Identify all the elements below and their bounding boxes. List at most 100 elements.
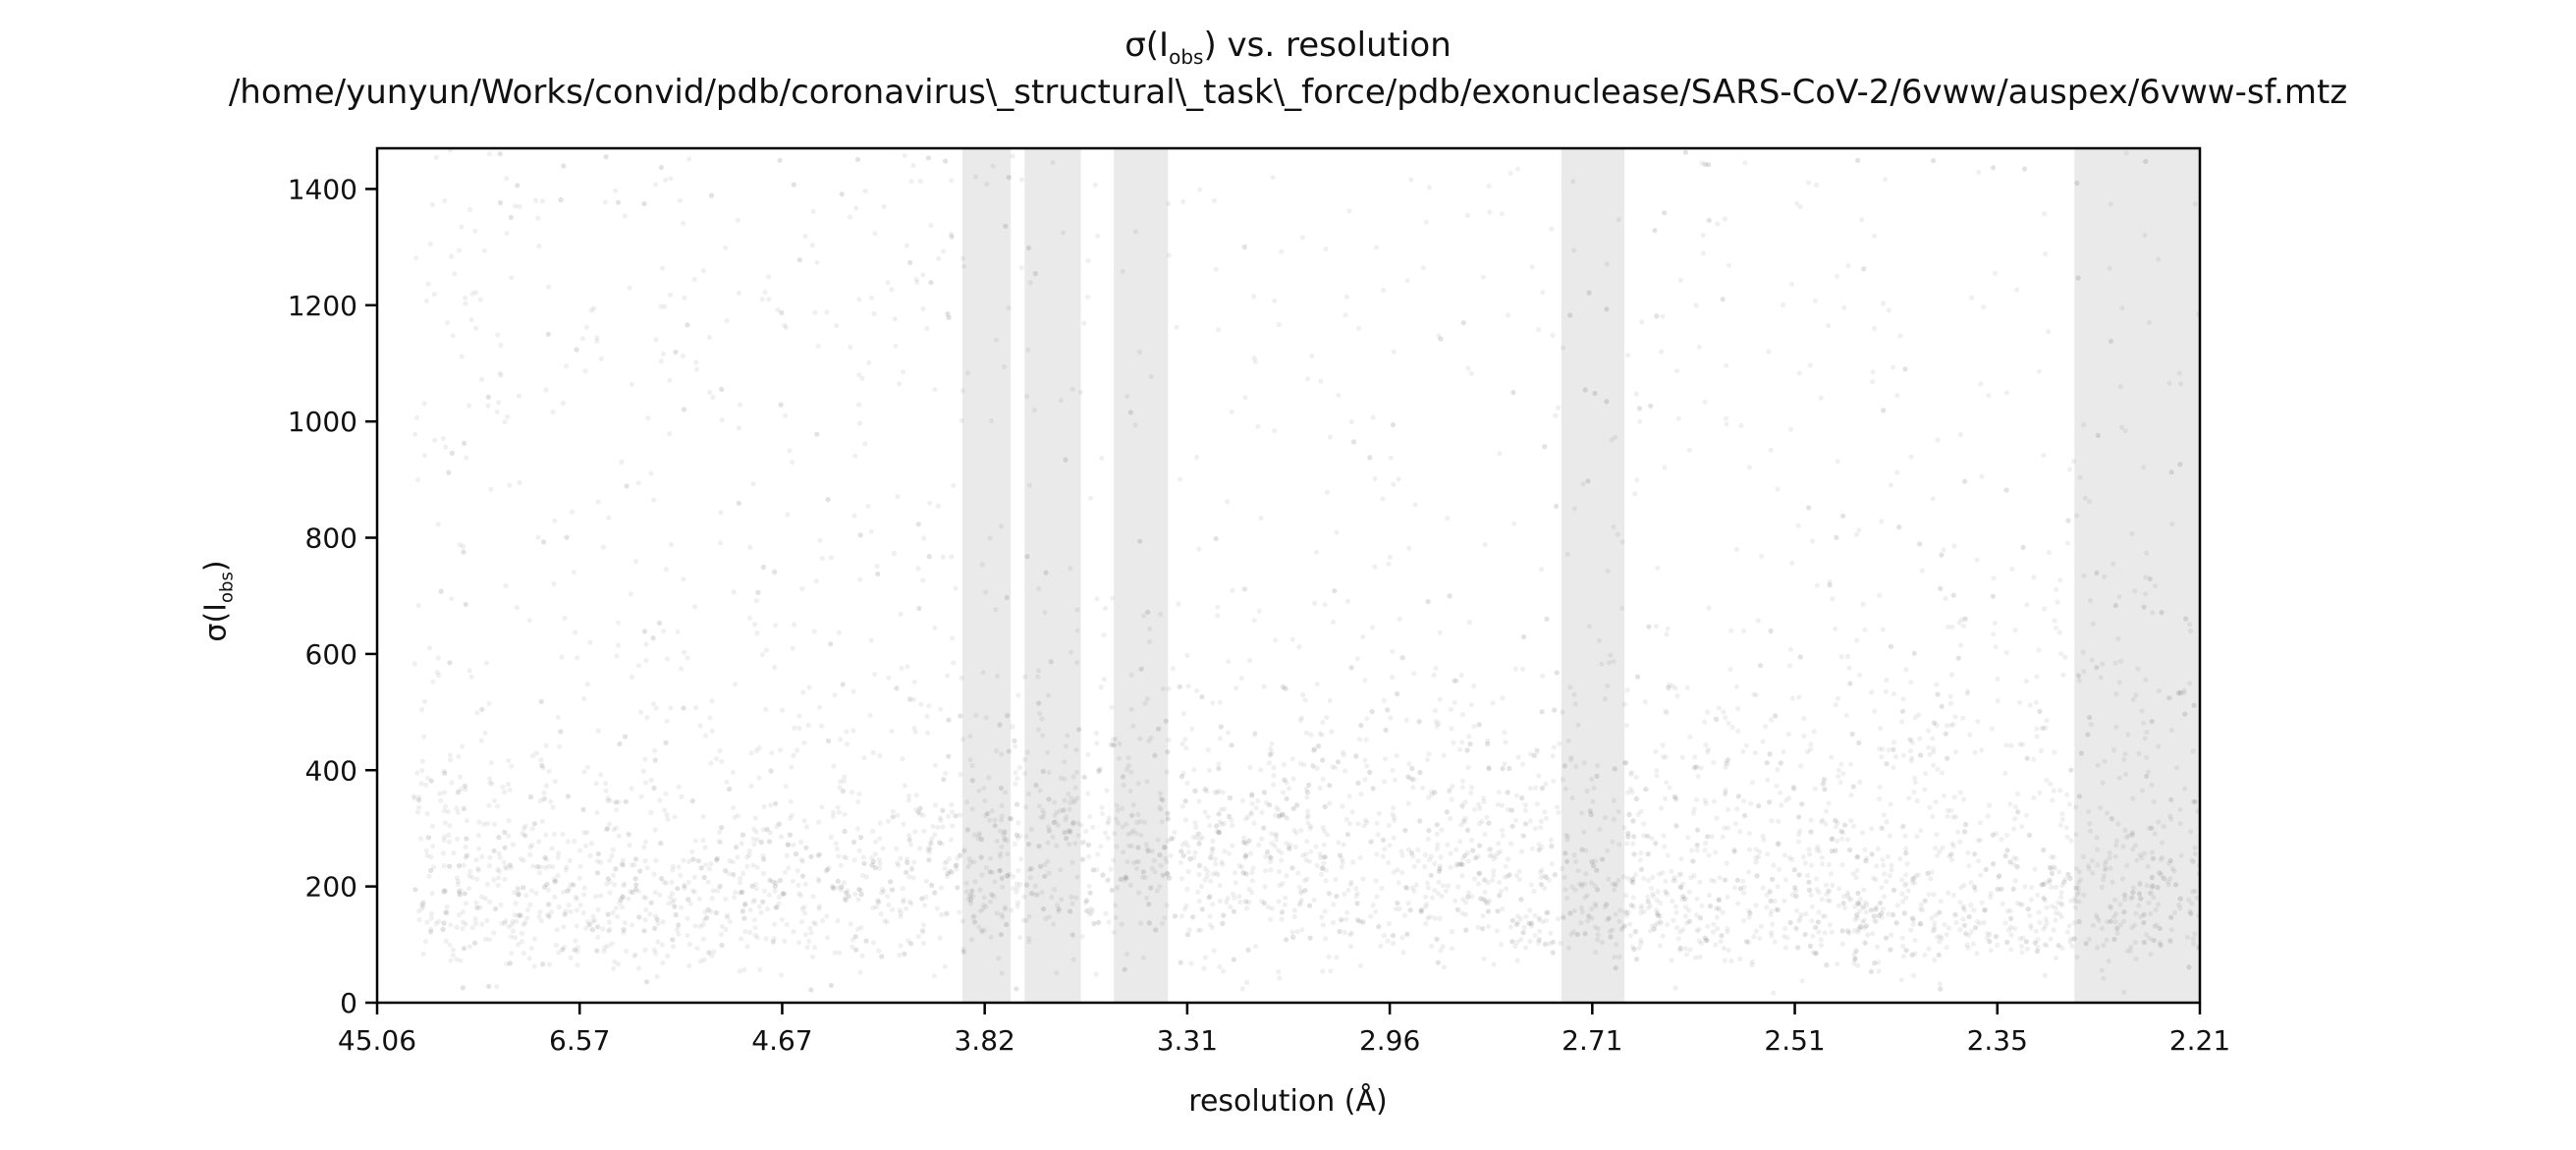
data-point [756, 775, 762, 781]
data-point [541, 790, 547, 796]
data-point [681, 705, 686, 711]
data-point [769, 750, 775, 756]
data-point [1182, 737, 1188, 742]
data-point [1829, 754, 1835, 760]
data-point [1879, 519, 1885, 524]
data-point [1137, 349, 1143, 356]
data-point [1339, 864, 1344, 870]
data-point [1028, 865, 1034, 872]
data-point [1428, 853, 1434, 859]
data-point [505, 413, 511, 419]
data-point [1468, 370, 1474, 376]
data-point [1785, 732, 1792, 738]
data-point [523, 893, 529, 899]
data-point [487, 776, 493, 782]
data-point [889, 728, 895, 735]
data-point [609, 941, 615, 947]
data-point [1692, 955, 1699, 960]
data-point [2106, 958, 2111, 964]
data-point [631, 954, 637, 959]
data-point [1879, 825, 1885, 831]
data-point [1660, 933, 1666, 939]
data-point [1062, 759, 1068, 765]
data-point [1078, 822, 1084, 828]
data-point [1137, 538, 1143, 544]
data-point [1122, 966, 1127, 972]
data-point [1300, 852, 1306, 858]
data-point [2194, 895, 2200, 901]
data-point [1210, 700, 1216, 706]
data-point [1268, 867, 1274, 873]
data-point [1462, 799, 1468, 805]
data-point [935, 503, 942, 509]
data-point [1508, 841, 1514, 847]
data-point [1595, 887, 1601, 893]
data-point [1713, 849, 1719, 855]
data-point [1160, 872, 1166, 878]
data-point [1273, 832, 1279, 838]
data-point [1279, 916, 1285, 922]
data-point [969, 762, 975, 769]
data-point [1229, 409, 1234, 414]
data-point [1672, 985, 1678, 991]
data-point [1435, 959, 1441, 965]
data-point [1002, 829, 1008, 835]
data-point [580, 695, 587, 702]
data-point [842, 811, 848, 817]
data-point [1876, 968, 1882, 974]
data-point [1302, 877, 1308, 884]
data-point [595, 850, 602, 857]
data-point [1079, 934, 1085, 940]
data-point [758, 840, 764, 846]
data-point [1544, 616, 1550, 622]
data-point [1060, 230, 1066, 236]
data-point [1459, 785, 1465, 791]
data-point [1999, 886, 2004, 892]
data-point [1637, 857, 1643, 863]
data-point [685, 322, 690, 328]
data-point [424, 852, 430, 858]
data-point [1662, 210, 1668, 216]
data-point [535, 215, 541, 221]
data-point [1013, 781, 1018, 787]
data-point [1941, 793, 1947, 798]
data-point [663, 791, 669, 796]
data-point [1936, 952, 1942, 958]
data-point [834, 322, 840, 329]
data-point [1747, 847, 1753, 852]
data-point [502, 829, 508, 836]
data-point [1185, 843, 1191, 849]
data-point [514, 918, 520, 924]
data-point [2141, 939, 2147, 946]
data-point [946, 813, 952, 820]
data-point [413, 255, 419, 261]
data-point [482, 896, 488, 902]
data-point [1144, 779, 1150, 785]
data-point [1299, 235, 1306, 241]
data-point [2071, 920, 2077, 926]
data-point [486, 802, 492, 808]
data-point [1645, 905, 1651, 911]
data-point [1686, 918, 1692, 924]
data-point [1923, 770, 1929, 777]
data-point [1183, 745, 1189, 751]
data-point [1682, 896, 1688, 903]
data-point [1422, 863, 1428, 870]
data-point [993, 337, 1000, 343]
data-point [1133, 858, 1140, 865]
data-point [746, 615, 753, 621]
data-point [2148, 910, 2154, 917]
data-point [1096, 768, 1102, 775]
data-point [1672, 904, 1678, 909]
data-point [531, 963, 537, 969]
data-point [1774, 783, 1780, 789]
data-point [1996, 874, 2001, 881]
shaded-bands [962, 148, 2200, 1003]
data-point [1460, 855, 1466, 861]
data-point [1509, 823, 1515, 829]
data-point [777, 877, 784, 884]
data-point [457, 892, 463, 898]
data-point [1110, 737, 1116, 742]
data-point [1654, 773, 1660, 779]
data-point [897, 907, 903, 913]
